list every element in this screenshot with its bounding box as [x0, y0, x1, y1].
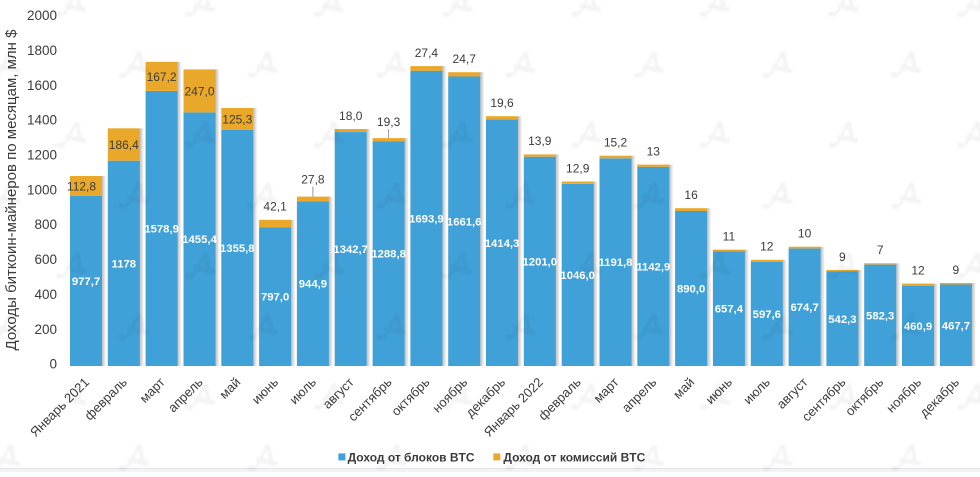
svg-text:19,3: 19,3 [377, 115, 401, 129]
svg-text:9: 9 [953, 263, 960, 277]
svg-text:247,0: 247,0 [184, 85, 214, 99]
svg-text:0: 0 [49, 357, 57, 372]
svg-text:890,0: 890,0 [677, 284, 705, 296]
svg-text:1178: 1178 [112, 258, 137, 270]
svg-text:1414,3: 1414,3 [485, 238, 520, 250]
svg-text:1455,4: 1455,4 [182, 234, 217, 246]
svg-text:13: 13 [647, 144, 661, 158]
svg-text:1342,7: 1342,7 [333, 244, 368, 256]
svg-text:112,8: 112,8 [67, 179, 96, 193]
svg-text:1800: 1800 [27, 43, 57, 58]
svg-text:11: 11 [723, 229, 736, 243]
svg-text:27,4: 27,4 [415, 46, 439, 60]
svg-text:10: 10 [798, 227, 812, 241]
svg-text:977,7: 977,7 [72, 276, 100, 288]
svg-text:582,3: 582,3 [866, 310, 894, 322]
svg-text:542,3: 542,3 [828, 314, 856, 326]
svg-text:Доход от комиссий BTC: Доход от комиссий BTC [503, 451, 645, 465]
svg-text:944,9: 944,9 [299, 279, 327, 291]
svg-text:167,2: 167,2 [147, 70, 177, 84]
svg-text:1288,8: 1288,8 [371, 249, 406, 261]
svg-text:12: 12 [911, 263, 925, 277]
svg-text:597,6: 597,6 [753, 309, 781, 321]
svg-text:1578,9: 1578,9 [144, 224, 179, 236]
svg-text:657,4: 657,4 [715, 304, 744, 316]
svg-text:200: 200 [34, 322, 57, 337]
svg-text:1600: 1600 [27, 78, 57, 93]
svg-text:42,1: 42,1 [263, 200, 287, 214]
svg-text:7: 7 [877, 243, 884, 257]
svg-text:1201,0: 1201,0 [523, 256, 558, 268]
svg-text:600: 600 [34, 252, 57, 267]
svg-text:1191,8: 1191,8 [599, 257, 633, 269]
svg-text:1693,9: 1693,9 [409, 214, 444, 226]
svg-text:12: 12 [760, 240, 774, 254]
svg-text:186,4: 186,4 [109, 138, 139, 152]
svg-text:27,8: 27,8 [301, 173, 325, 187]
svg-text:18,0: 18,0 [339, 109, 363, 123]
svg-text:1142,9: 1142,9 [636, 262, 670, 274]
svg-text:797,0: 797,0 [261, 292, 289, 304]
svg-text:24,7: 24,7 [453, 52, 477, 66]
svg-text:1355,8: 1355,8 [220, 243, 255, 255]
svg-text:1200: 1200 [27, 148, 57, 163]
svg-text:674,7: 674,7 [790, 302, 818, 314]
svg-text:800: 800 [34, 217, 57, 232]
svg-text:1000: 1000 [27, 182, 57, 197]
svg-text:16: 16 [684, 188, 698, 202]
svg-text:9: 9 [839, 250, 846, 264]
svg-text:12,9: 12,9 [566, 161, 590, 175]
svg-text:1400: 1400 [27, 113, 57, 128]
svg-text:13,9: 13,9 [528, 134, 552, 148]
svg-text:2000: 2000 [27, 8, 57, 23]
svg-text:15,2: 15,2 [604, 136, 628, 150]
svg-text:400: 400 [34, 287, 57, 302]
svg-text:467,7: 467,7 [942, 320, 970, 332]
svg-text:Доход от блоков BTC: Доход от блоков BTC [348, 451, 475, 465]
svg-text:125,3: 125,3 [222, 112, 252, 126]
svg-text:1661,6: 1661,6 [447, 216, 482, 228]
svg-text:19,6: 19,6 [490, 96, 514, 110]
